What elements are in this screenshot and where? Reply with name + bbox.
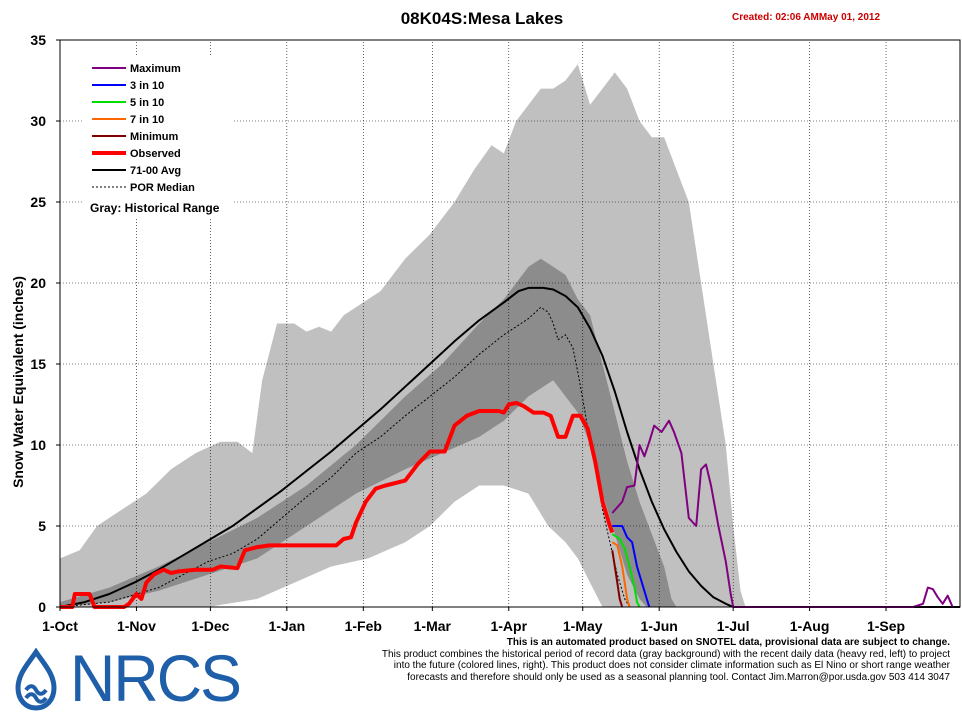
created-timestamp: Created: 02:06 AMMay 01, 2012 (732, 12, 880, 23)
x-tick-label: 1-Sep (867, 618, 905, 634)
y-tick-label: 10 (30, 437, 46, 453)
series-5-in-10 (611, 533, 641, 608)
legend-label: POR Median (130, 182, 195, 194)
chart-title: 08K04S:Mesa Lakes (401, 9, 564, 28)
x-tick-label: 1-Feb (345, 618, 382, 634)
legend-entry: POR Median (92, 182, 195, 194)
x-tick-label: 1-Oct (42, 618, 78, 634)
disclaimer-line-1: This is an automated product based on SN… (506, 637, 950, 648)
y-axis-ticks: 0 5 10 15 20 25 30 35 (30, 32, 60, 615)
legend-gray-note: Gray: Historical Range (90, 201, 220, 215)
x-tick-label: 1-Nov (117, 618, 156, 634)
plot-frame (59, 39, 961, 608)
legend-label: 71-00 Avg (130, 165, 181, 177)
y-tick-label: 0 (38, 599, 46, 615)
legend-label: Maximum (130, 63, 181, 75)
disclaimer-line-4: forecasts and therefore should only be u… (407, 671, 950, 683)
nrcs-logo (15, 648, 57, 711)
legend-label: Observed (130, 148, 181, 160)
disclaimer-line-2: This product combines the historical per… (381, 648, 950, 660)
legend-entry: 5 in 10 (92, 97, 164, 109)
swe-chart: 08K04S:Mesa Lakes Created: 02:06 AMMay 0… (10, 9, 961, 634)
legend-label: 7 in 10 (130, 114, 164, 126)
series-observed (60, 400, 615, 609)
plot-area (59, 39, 961, 609)
legend-entry: 71-00 Avg (92, 165, 181, 177)
x-tick-label: 1-Dec (191, 618, 229, 634)
legend-entry: Observed (92, 148, 181, 160)
y-axis-label: Snow Water Equivalent (inches) (10, 276, 26, 488)
y-tick-label: 15 (30, 356, 46, 372)
legend-label: 5 in 10 (130, 97, 164, 109)
series-3-in-10 (612, 525, 651, 608)
series-7-in-10 (611, 541, 631, 608)
historical-range-bands (60, 64, 746, 608)
x-tick-label: 1-Jul (717, 618, 750, 634)
x-tick-label: 1-Jun (641, 618, 678, 634)
y-tick-label: 20 (30, 275, 46, 291)
x-tick-label: 1-Aug (790, 618, 830, 634)
legend-entry: Maximum (92, 63, 181, 75)
nrcs-logo-text: NRCS (70, 641, 242, 715)
series-71-00-avg (59, 286, 960, 608)
historical-range-outer (60, 64, 746, 608)
legend-label: 3 in 10 (130, 80, 164, 92)
x-tick-label: 1-Jan (269, 618, 306, 634)
grid-lines (60, 40, 960, 607)
x-axis-ticks: 1-Oct 1-Nov 1-Dec 1-Jan 1-Feb 1-Mar 1-Apr 1-May… (42, 607, 905, 634)
x-tick-label: 1-Apr (490, 618, 527, 634)
legend-label: Minimum (130, 131, 178, 143)
disclaimer-line-3: into the future (colored lines, right). … (393, 660, 950, 672)
y-tick-label: 25 (30, 194, 46, 210)
series-minimum (611, 550, 624, 608)
series-por-median (59, 306, 631, 608)
disclaimer: This is an automated product based on SN… (300, 637, 950, 683)
historical-range-inner (60, 258, 677, 607)
legend-entry: Minimum (92, 131, 178, 143)
series-lines (59, 286, 960, 609)
series-maximum (611, 419, 954, 608)
x-tick-label: 1-May (563, 618, 603, 634)
y-tick-label: 5 (38, 518, 46, 534)
y-tick-label: 35 (30, 32, 46, 48)
legend-entry: 3 in 10 (92, 80, 164, 92)
legend: Maximum 3 in 10 5 in 10 7 in 10 Minimum Obser… (84, 56, 234, 218)
legend-entry: 7 in 10 (92, 114, 164, 126)
x-tick-label: 1-Mar (414, 618, 452, 634)
y-tick-label: 30 (30, 113, 46, 129)
water-drop-icon (15, 648, 57, 711)
